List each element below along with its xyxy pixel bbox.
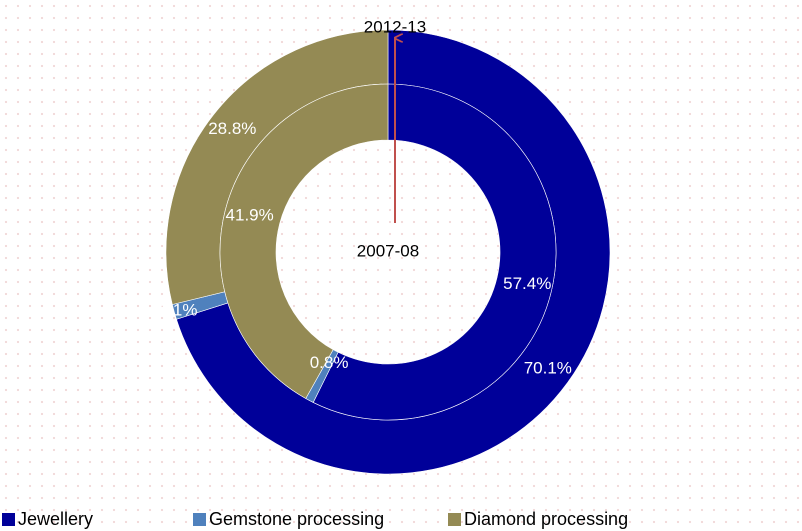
- data-label: 1.1%: [159, 300, 198, 319]
- legend-swatch: [448, 513, 461, 526]
- data-label: 0.8%: [310, 353, 349, 372]
- data-label: 70.1%: [524, 358, 572, 377]
- data-label: 57.4%: [503, 274, 551, 293]
- donut-segment: [312, 83, 557, 421]
- legend-label: Jewellery: [18, 509, 93, 529]
- data-label: 28.8%: [208, 119, 256, 138]
- legend-swatch: [193, 513, 206, 526]
- legend-label: Diamond processing: [464, 509, 628, 529]
- data-label: 41.9%: [226, 205, 274, 224]
- donut-segment: [219, 83, 389, 399]
- inner-ring-label: 2007-08: [357, 241, 419, 260]
- legend-label: Gemstone processing: [209, 509, 384, 529]
- outer-ring-label: 2012-13: [364, 17, 426, 36]
- legend-swatch: [2, 513, 15, 526]
